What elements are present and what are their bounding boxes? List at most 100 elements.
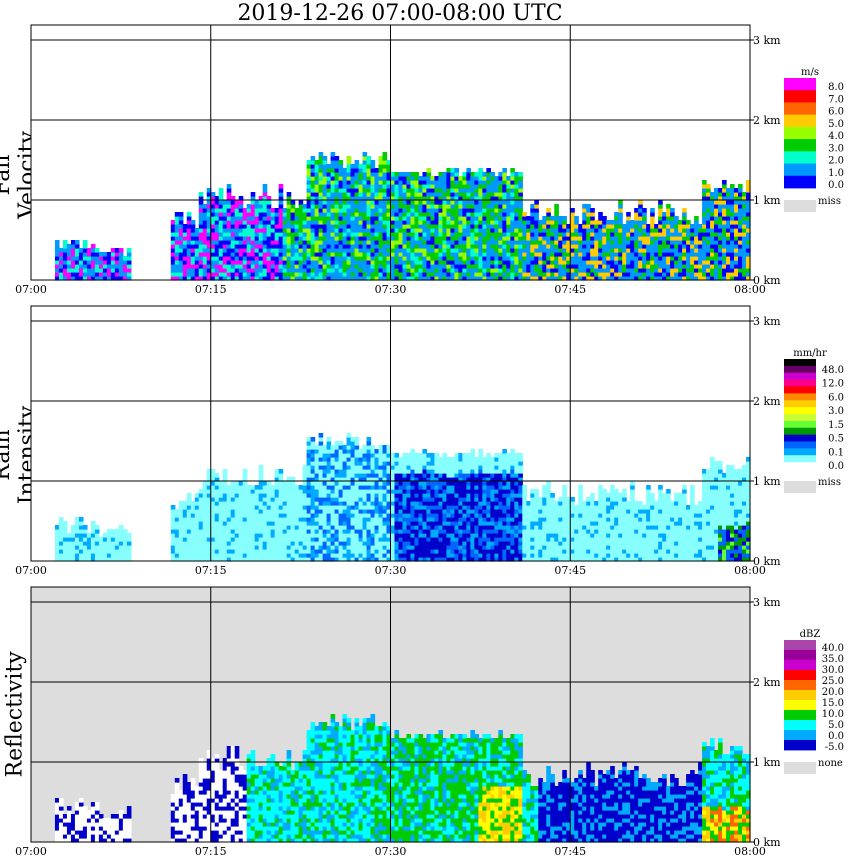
echo-cell <box>306 553 312 558</box>
echo-cell <box>218 264 224 269</box>
echo-cell <box>442 216 448 221</box>
echo-cell <box>342 541 348 546</box>
echo-cell <box>466 200 471 205</box>
echo-cell <box>386 216 392 221</box>
echo-cell <box>442 264 448 269</box>
echo-cell <box>574 252 579 257</box>
echo-cell <box>522 220 527 225</box>
echo-cell <box>478 244 483 249</box>
echo-cell <box>598 276 603 281</box>
echo-cell <box>210 473 216 478</box>
echo-cell <box>74 276 80 281</box>
echo-cell <box>254 509 260 514</box>
echo-cell <box>362 549 368 554</box>
echo-cell <box>270 224 276 229</box>
echo-cell <box>110 248 116 253</box>
echo-cell <box>278 240 284 245</box>
echo-cell <box>294 521 300 526</box>
echo-cell <box>222 236 228 241</box>
echo-cell <box>362 541 368 546</box>
echo-cell <box>462 192 467 197</box>
echo-cell <box>734 272 739 277</box>
echo-cell <box>114 545 120 550</box>
echo-cell <box>250 252 256 257</box>
echo-cell <box>706 232 711 237</box>
echo-cell <box>714 252 719 257</box>
y-tick-label: 3 km <box>753 34 781 47</box>
echo-cell <box>474 248 479 253</box>
echo-cell <box>354 445 360 450</box>
echo-cell <box>410 252 416 257</box>
echo-cell <box>238 244 244 249</box>
echo-cell <box>634 268 639 273</box>
echo-cell <box>206 232 212 237</box>
echo-cell <box>590 240 595 245</box>
echo-cell <box>322 196 328 201</box>
echo-cell <box>342 192 348 197</box>
colorbar-level: 8.0 <box>828 82 844 93</box>
echo-cell <box>730 196 735 201</box>
echo-cell <box>442 208 448 213</box>
echo-cell <box>366 268 372 273</box>
echo-cell <box>346 244 352 249</box>
echo-cell <box>230 509 236 514</box>
echo-cell <box>126 276 132 281</box>
echo-cell <box>202 513 208 518</box>
echo-cell <box>466 176 471 181</box>
echo-cell <box>562 272 567 277</box>
echo-cell <box>398 208 404 213</box>
echo-cell <box>286 224 292 229</box>
echo-cell <box>218 489 224 494</box>
echo-cell <box>682 272 687 277</box>
echo-cell <box>294 260 300 265</box>
echo-cell <box>254 489 260 494</box>
echo-cell <box>458 264 463 269</box>
echo-cell <box>506 276 511 281</box>
echo-cell <box>498 204 503 209</box>
echo-cell <box>258 268 264 273</box>
echo-cell <box>210 541 216 546</box>
echo-cell <box>370 509 376 514</box>
echo-cell <box>386 553 392 558</box>
echo-cell <box>242 541 248 546</box>
echo-cell <box>210 240 216 245</box>
echo-cell <box>318 493 324 498</box>
echo-cell <box>370 481 376 486</box>
echo-cell <box>262 529 268 534</box>
echo-cell <box>470 220 475 225</box>
echo-cell <box>614 240 619 245</box>
echo-cell <box>390 240 396 245</box>
echo-cell <box>434 232 440 237</box>
echo-cell <box>438 260 444 265</box>
echo-cell <box>694 268 699 273</box>
echo-cell <box>350 461 356 466</box>
echo-cell <box>482 240 487 245</box>
echo-cell <box>170 244 176 249</box>
echo-cell <box>506 176 511 181</box>
echo-cell <box>354 457 360 462</box>
echo-cell <box>438 228 444 233</box>
echo-cell <box>358 260 364 265</box>
echo-cell <box>714 248 719 253</box>
echo-cell <box>450 264 456 269</box>
echo-cell <box>478 176 483 181</box>
echo-cell <box>310 232 316 237</box>
echo-cell <box>330 541 336 546</box>
echo-cell <box>210 192 216 197</box>
echo-cell <box>350 176 356 181</box>
echo-cell <box>282 557 288 562</box>
echo-cell <box>314 176 320 181</box>
echo-cell <box>226 200 232 205</box>
echo-cell <box>594 260 599 265</box>
echo-cell <box>362 445 368 450</box>
echo-cell <box>402 493 408 498</box>
echo-cell <box>330 212 336 217</box>
echo-cell <box>322 481 328 486</box>
echo-cell <box>534 200 539 205</box>
echo-cell <box>446 232 452 237</box>
echo-cell <box>714 196 719 201</box>
echo-cell <box>578 252 583 257</box>
echo-cell <box>210 553 216 558</box>
echo-cell <box>182 236 188 241</box>
echo-cell <box>390 248 396 253</box>
